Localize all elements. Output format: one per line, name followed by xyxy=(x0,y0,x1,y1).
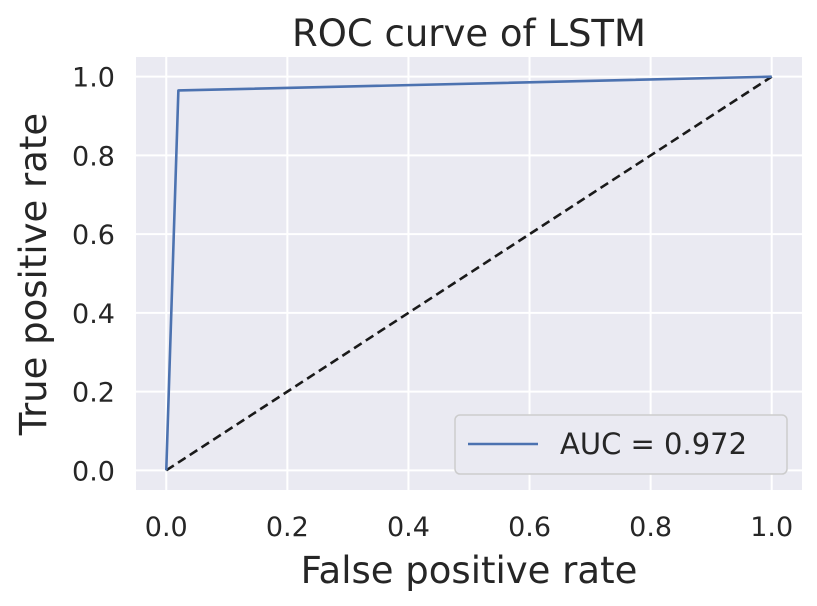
x-tick-label: 0.2 xyxy=(266,512,309,543)
x-tick-label: 0.0 xyxy=(145,512,188,543)
roc-curve-line xyxy=(164,75,772,471)
legend-box xyxy=(454,414,788,475)
grid xyxy=(136,57,802,490)
legend: AUC = 0.972 xyxy=(454,414,788,475)
x-tick-label: 0.6 xyxy=(508,512,551,543)
x-axis-title: False positive rate xyxy=(301,549,638,592)
chart-title: ROC curve of LSTM xyxy=(292,12,646,55)
x-tick-labels: 0.0 0.2 0.4 0.6 0.8 1.0 xyxy=(145,512,793,543)
series-layer xyxy=(164,75,773,472)
x-tick-label: 0.4 xyxy=(387,512,430,543)
y-tick-label: 0.2 xyxy=(72,378,115,409)
y-tick-label: 1.0 xyxy=(72,63,115,94)
y-tick-label: 0.8 xyxy=(72,141,115,172)
x-tick-label: 1.0 xyxy=(750,512,793,543)
y-tick-label: 0.0 xyxy=(72,456,115,487)
y-axis-title: True positive rate xyxy=(12,113,55,436)
y-tick-label: 0.6 xyxy=(72,220,115,251)
y-tick-labels: 0.0 0.2 0.4 0.6 0.8 1.0 xyxy=(72,63,115,488)
x-tick-label: 0.8 xyxy=(629,512,672,543)
y-tick-label: 0.4 xyxy=(72,299,115,330)
legend-label: AUC = 0.972 xyxy=(560,427,747,461)
chance-diagonal-line xyxy=(165,75,773,472)
